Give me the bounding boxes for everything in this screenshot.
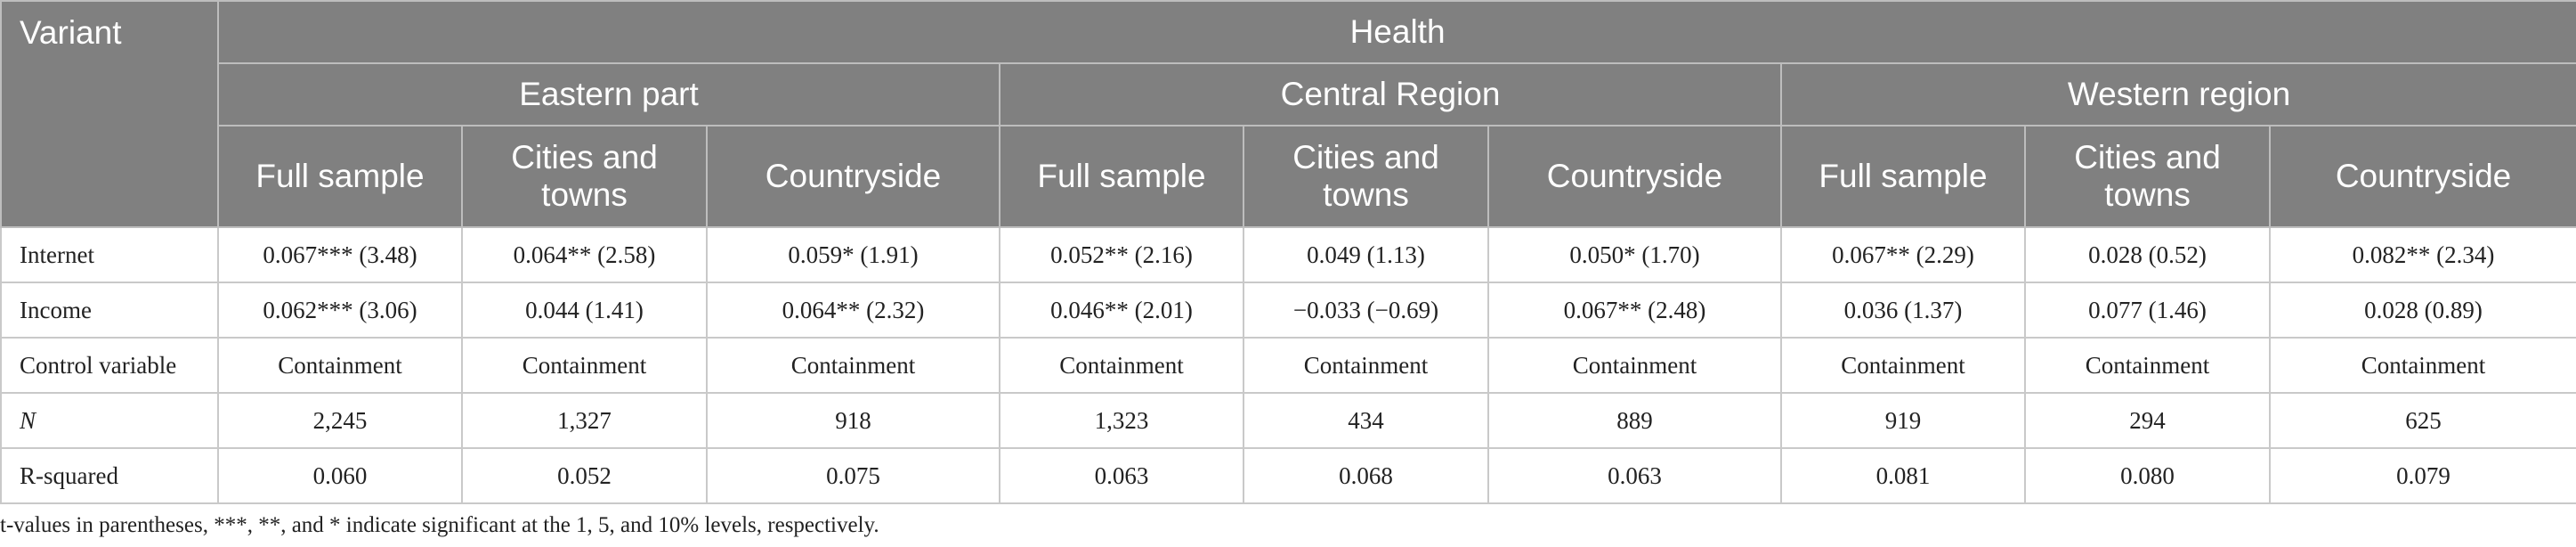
table-cell: 0.060 [217,447,463,504]
table-cell: 0.067** (2.48) [1487,282,1782,339]
table-cell: 918 [706,392,1000,449]
subgroup-header: Full sample [217,125,463,228]
table-cell: 889 [1487,392,1782,449]
table-cell: 0.068 [1243,447,1489,504]
row-label: Control variable [0,337,219,394]
table-cell: 0.081 [1780,447,2026,504]
subgroup-header: Countryside [1487,125,1782,228]
table-cell: 294 [2024,392,2271,449]
table-row: Internet 0.067*** (3.48) 0.064** (2.58) 0.0… [0,226,2576,283]
table-body: Internet 0.067*** (3.48) 0.064** (2.58) 0.0… [0,226,2576,504]
results-table: Variant Health Eastern part Central Regi… [0,0,2576,504]
table-cell: 0.052 [461,447,708,504]
subgroup-header: Cities and towns [1243,125,1489,228]
table-cell: 1,327 [461,392,708,449]
table-cell: 0.062*** (3.06) [217,282,463,339]
table-cell: 625 [2268,392,2576,449]
region-header-central: Central Region [999,62,1782,127]
subgroup-header: Cities and towns [461,125,708,228]
table-cell: Containment [706,337,1000,394]
table-cell: 0.082** (2.34) [2268,226,2576,283]
table-cell: Containment [999,337,1244,394]
table-cell: 0.063 [1487,447,1782,504]
table-cell: 0.036 (1.37) [1780,282,2026,339]
table-cell: 0.067** (2.29) [1780,226,2026,283]
table-footnote: t-values in parentheses, ***, **, and * … [0,513,879,537]
table-cell: Containment [217,337,463,394]
subgroup-header: Cities and towns [2024,125,2271,228]
table-row: Control variable Containment Containment Co… [0,337,2576,394]
table-cell: 0.064** (2.32) [706,282,1000,339]
table-cell: 1,323 [999,392,1244,449]
table-cell: 0.079 [2268,447,2576,504]
subgroup-header: Full sample [1780,125,2026,228]
row-label: Internet [0,226,219,283]
row-label: Income [0,282,219,339]
table-cell: Containment [2024,337,2271,394]
table-cell: 0.075 [706,447,1000,504]
subgroup-header: Countryside [2268,125,2576,228]
table-row: Income 0.062*** (3.06) 0.044 (1.41) 0.064**… [0,282,2576,339]
region-header-eastern: Eastern part [217,62,1000,127]
table-cell: 0.064** (2.58) [461,226,708,283]
subgroup-header: Countryside [706,125,1000,228]
table-cell: 0.080 [2024,447,2271,504]
table-cell: 0.050* (1.70) [1487,226,1782,283]
table-cell: 0.049 (1.13) [1243,226,1489,283]
table-cell: Containment [2268,337,2576,394]
table-row: N 2,245 1,327 918 1,323 434 889 919 294 625 [0,392,2576,449]
table-cell: 919 [1780,392,2026,449]
table-cell: 2,245 [217,392,463,449]
table-cell: 0.063 [999,447,1244,504]
row-label: N [0,392,219,449]
table-cell: 0.044 (1.41) [461,282,708,339]
health-header: Health [216,0,2576,64]
table-cell: 434 [1243,392,1489,449]
table-cell: 0.059* (1.91) [706,226,1000,283]
table-cell: 0.052** (2.16) [999,226,1244,283]
table-row: R-squared 0.060 0.052 0.075 0.063 0.068 0.063 0… [0,447,2576,504]
table-cell: Containment [1487,337,1782,394]
table-cell: 0.077 (1.46) [2024,282,2271,339]
row-label: R-squared [0,447,219,504]
table-cell: Containment [461,337,708,394]
table-cell: 0.067*** (3.48) [217,226,463,283]
region-header-western: Western region [1779,62,2576,127]
table-cell: Containment [1243,337,1489,394]
table-cell: Containment [1780,337,2026,394]
table-cell: 0.046** (2.01) [999,282,1244,339]
results-table-container: Variant Health Eastern part Central Regi… [0,0,2576,504]
table-cell: 0.028 (0.89) [2268,282,2576,339]
variant-header: Variant [0,0,219,228]
subgroup-header: Full sample [999,125,1244,228]
table-cell: 0.028 (0.52) [2024,226,2271,283]
table-cell: −0.033 (−0.69) [1243,282,1489,339]
